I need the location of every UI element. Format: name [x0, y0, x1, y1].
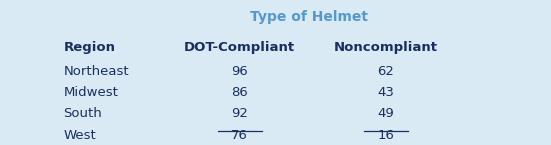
- Text: West: West: [63, 129, 96, 142]
- Text: Northeast: Northeast: [63, 65, 129, 78]
- Text: 43: 43: [377, 86, 394, 99]
- Text: 96: 96: [231, 65, 248, 78]
- Text: Noncompliant: Noncompliant: [334, 41, 437, 54]
- Text: South: South: [63, 107, 102, 120]
- Text: 76: 76: [231, 129, 248, 142]
- Text: 16: 16: [377, 129, 394, 142]
- Text: 49: 49: [377, 107, 394, 120]
- Text: DOT-Compliant: DOT-Compliant: [184, 41, 295, 54]
- Text: Midwest: Midwest: [63, 86, 118, 99]
- Text: 86: 86: [231, 86, 248, 99]
- Text: Type of Helmet: Type of Helmet: [250, 10, 368, 24]
- Text: Region: Region: [63, 41, 115, 54]
- Text: 62: 62: [377, 65, 394, 78]
- Text: 92: 92: [231, 107, 248, 120]
